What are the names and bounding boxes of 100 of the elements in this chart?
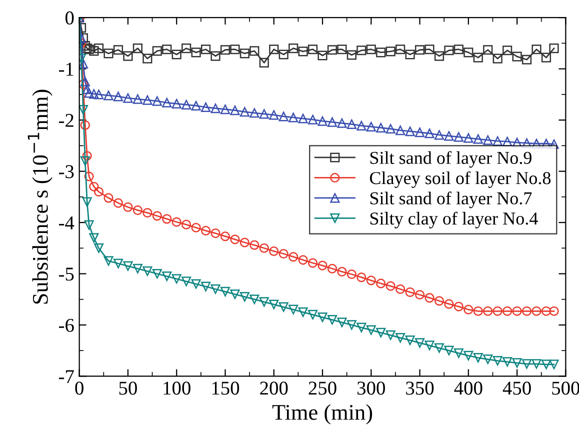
point — [356, 272, 366, 282]
point — [250, 108, 260, 118]
legend-label: Clayey soil of layer No.8 — [370, 171, 551, 188]
point — [541, 306, 552, 316]
point — [200, 44, 211, 54]
y-axis-title: Subsidence s (10$^{−1}$mm) — [28, 90, 52, 304]
point — [492, 54, 502, 64]
point — [240, 238, 250, 248]
point — [414, 45, 425, 55]
point — [162, 272, 172, 282]
point — [113, 198, 124, 208]
point — [220, 45, 230, 55]
y-tick-label: -4 — [58, 216, 74, 230]
point — [123, 93, 133, 103]
point — [308, 258, 318, 268]
point — [346, 50, 356, 60]
point — [259, 297, 269, 307]
point — [220, 232, 230, 242]
x-tick-label: 150 — [212, 382, 240, 395]
point — [123, 51, 133, 61]
point — [405, 50, 415, 60]
point — [104, 90, 114, 100]
point — [182, 44, 192, 54]
point — [386, 46, 396, 56]
point — [502, 46, 512, 56]
point — [424, 128, 434, 138]
point — [123, 202, 133, 212]
point — [269, 300, 279, 310]
point — [549, 44, 559, 54]
point — [240, 292, 250, 302]
y-tick-label: -3 — [58, 165, 74, 178]
legend-label: Silt sand of layer No.9 — [370, 151, 532, 168]
point — [414, 128, 425, 138]
point — [386, 281, 396, 291]
y-tick-label: -2 — [58, 114, 74, 127]
point — [210, 284, 220, 294]
point — [278, 302, 288, 312]
point — [142, 208, 152, 218]
point — [512, 306, 522, 316]
point — [230, 44, 240, 54]
point — [337, 118, 347, 128]
point — [200, 282, 211, 292]
point — [396, 332, 406, 343]
point — [376, 328, 386, 338]
point — [210, 103, 220, 114]
point — [483, 354, 493, 364]
y-tick-label: -1 — [58, 62, 74, 76]
point — [79, 105, 88, 115]
point — [512, 52, 522, 62]
y-tick-label: 0 — [65, 11, 74, 25]
point — [366, 325, 376, 335]
point — [104, 256, 114, 266]
point — [356, 322, 366, 332]
x-tick-label: 200 — [260, 382, 288, 395]
point — [152, 46, 162, 56]
point — [278, 248, 288, 259]
point — [454, 44, 464, 54]
x-tick-label: 100 — [164, 382, 190, 395]
point — [123, 261, 133, 271]
point — [532, 44, 542, 54]
point — [191, 279, 201, 289]
point — [464, 48, 474, 58]
point — [366, 44, 376, 54]
point — [79, 58, 88, 68]
x-tick-label: 450 — [502, 382, 531, 395]
point — [269, 110, 279, 120]
point — [396, 126, 406, 136]
point — [278, 50, 288, 60]
point — [84, 220, 94, 230]
point — [473, 352, 483, 363]
point — [434, 343, 444, 353]
x-tick-label: 50 — [119, 382, 137, 395]
y-tick-label: -5 — [58, 268, 74, 281]
point — [152, 96, 162, 106]
point — [376, 48, 386, 58]
point — [405, 126, 415, 136]
point — [541, 52, 552, 62]
point — [396, 44, 406, 54]
point — [132, 264, 142, 274]
x-tick-label: 250 — [308, 382, 336, 395]
point — [191, 48, 201, 58]
point — [386, 124, 396, 134]
point — [541, 360, 552, 370]
point — [191, 100, 201, 111]
point — [172, 274, 182, 284]
point — [473, 134, 483, 144]
point — [230, 106, 240, 116]
point — [298, 307, 308, 317]
point — [444, 131, 454, 141]
point — [327, 117, 338, 127]
x-tick-label: 350 — [406, 382, 434, 395]
point — [230, 289, 240, 300]
point — [473, 52, 483, 62]
point — [113, 92, 124, 102]
point — [94, 186, 104, 197]
point — [94, 44, 104, 54]
point — [220, 104, 230, 114]
point — [200, 226, 211, 236]
point — [84, 172, 94, 182]
point — [250, 294, 260, 304]
